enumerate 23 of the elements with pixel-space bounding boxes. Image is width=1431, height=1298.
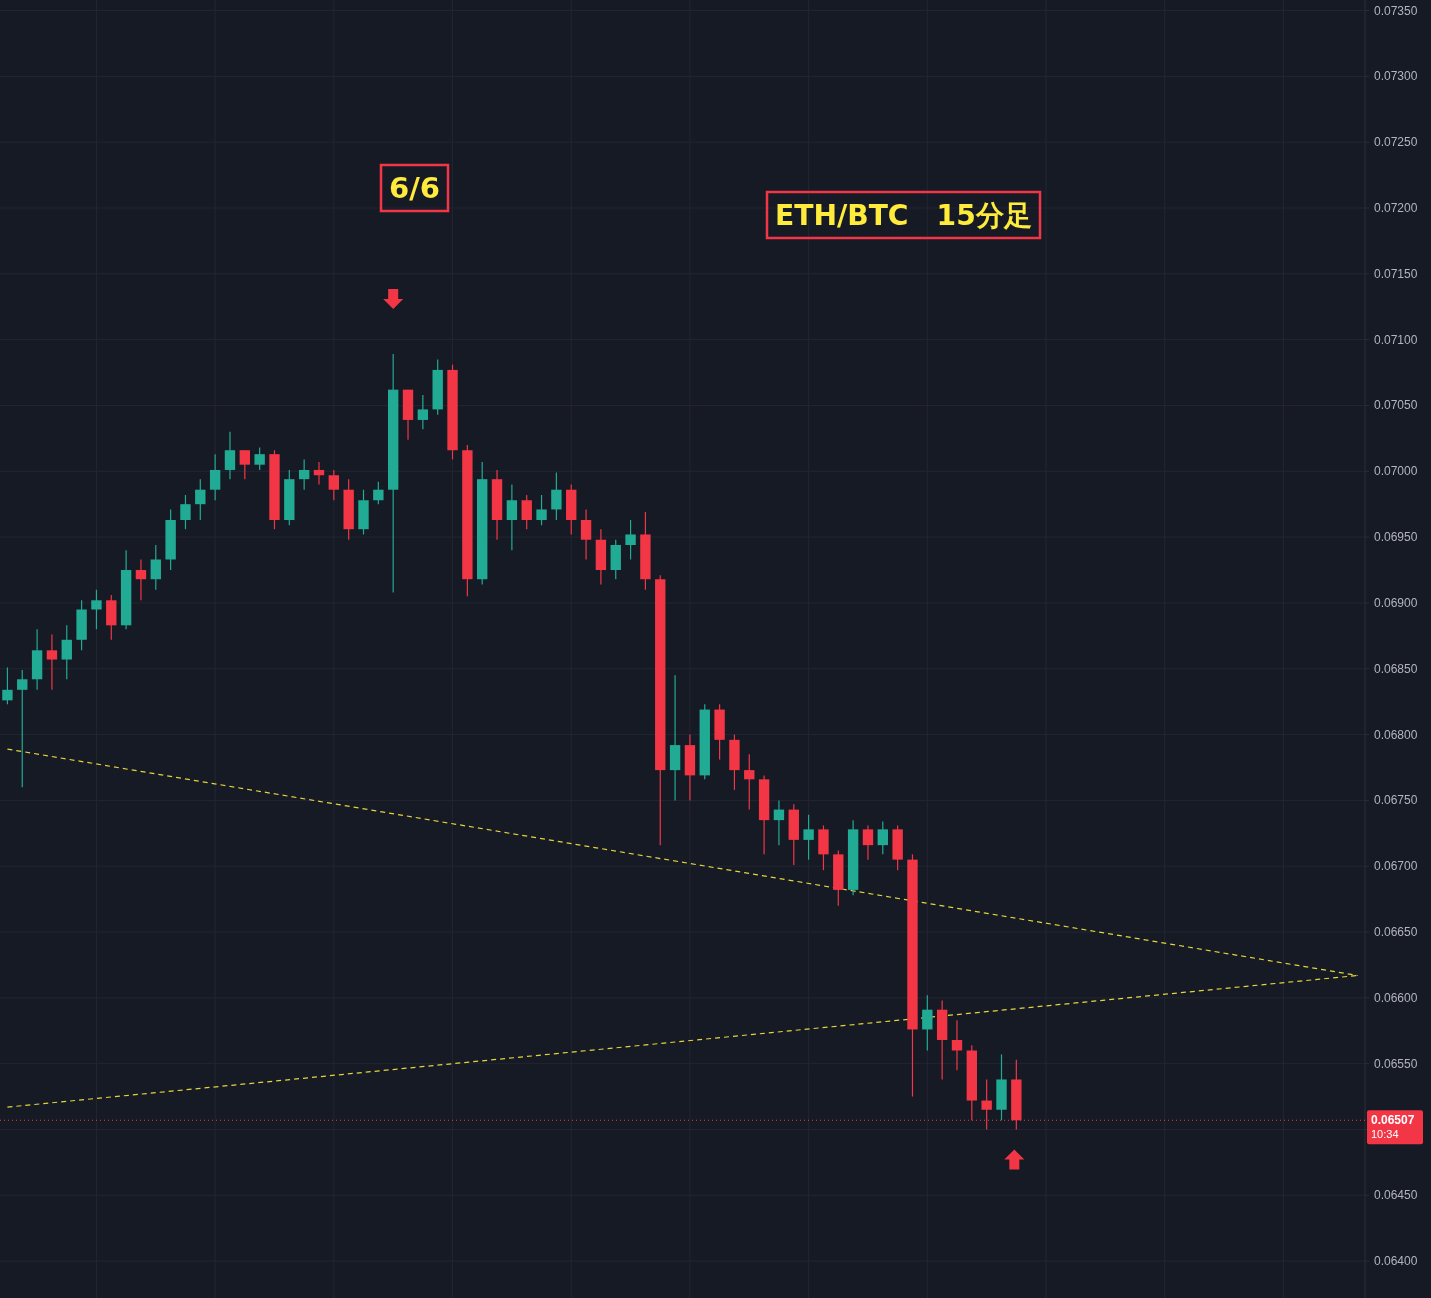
text: 10:34 (1371, 1128, 1399, 1141)
annotation: ETH/BTC 15分足 (775, 199, 1032, 232)
y-tick-label: 0.07300 (1374, 69, 1418, 84)
y-tick-label: 0.06450 (1374, 1188, 1418, 1203)
ref-line-label: 0.06507 (1371, 1113, 1415, 1128)
y-tick-label: 0.06700 (1374, 859, 1418, 874)
annotation: 6/6 (389, 172, 440, 205)
y-tick-label: 0.06550 (1374, 1056, 1418, 1071)
y-tick-label: 0.07150 (1374, 266, 1418, 281)
y-tick-label: 0.07350 (1374, 3, 1418, 18)
y-tick-label: 0.06800 (1374, 727, 1418, 742)
y-tick-label: 0.06400 (1374, 1254, 1418, 1269)
y-tick-label: 0.06600 (1374, 990, 1418, 1005)
y-tick-label: 0.07200 (1374, 201, 1418, 215)
y-tick-label: 0.07050 (1374, 398, 1418, 413)
y-tick-label: 0.06950 (1374, 530, 1418, 545)
y-tick-label: 0.07000 (1374, 464, 1418, 479)
y-tick-label: 0.07250 (1374, 135, 1418, 150)
y-tick-label: 0.07100 (1374, 332, 1418, 347)
y-tick-label: 0.06750 (1374, 793, 1418, 808)
y-tick-label: 0.06900 (1374, 595, 1418, 610)
y-tick-label: 0.06850 (1374, 661, 1418, 676)
y-tick-label: 0.06650 (1374, 925, 1418, 940)
